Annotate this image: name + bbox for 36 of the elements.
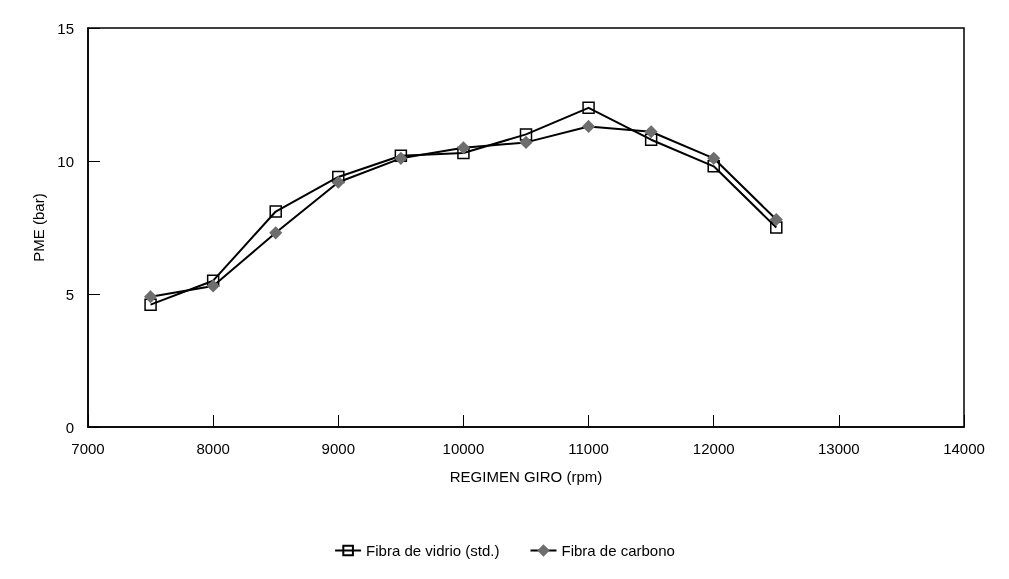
x-tick-label: 10000 — [442, 440, 485, 457]
point — [770, 221, 783, 234]
point — [332, 176, 345, 189]
point — [269, 226, 282, 240]
point — [582, 101, 595, 115]
point — [144, 290, 157, 303]
point — [269, 205, 282, 218]
x-tick-label: 11000 — [568, 440, 609, 457]
x-tick-label: 14000 — [943, 440, 985, 457]
point — [707, 152, 720, 165]
x-axis-title: REGIMEN GIRO (rpm) — [449, 468, 603, 485]
legend-label: Fibra de vidrio (std.) — [366, 542, 500, 559]
point — [644, 133, 658, 146]
x-tick-label: 13000 — [818, 440, 860, 457]
point — [644, 125, 658, 138]
point — [457, 141, 470, 154]
y-tick-label: 0 — [65, 418, 74, 436]
y-axis-title: PME (bar) — [30, 193, 47, 262]
x-tick-label: 7000 — [71, 440, 105, 457]
x-tick-label: 9000 — [321, 440, 355, 457]
point — [457, 146, 470, 160]
y-tick-label: 15 — [57, 19, 74, 37]
point — [770, 213, 783, 226]
y-tick-label: 10 — [57, 152, 74, 170]
x-tick-label: 12000 — [692, 440, 735, 457]
point — [332, 170, 345, 184]
legend-label: Fibra de carbono — [561, 542, 675, 559]
point — [582, 120, 595, 133]
point — [707, 160, 720, 173]
x-tick-label: 8000 — [196, 440, 230, 457]
y-tick-label: 5 — [65, 285, 74, 303]
point — [206, 274, 220, 287]
point — [144, 298, 157, 311]
point — [519, 128, 533, 141]
point — [519, 136, 533, 149]
point — [206, 279, 220, 293]
